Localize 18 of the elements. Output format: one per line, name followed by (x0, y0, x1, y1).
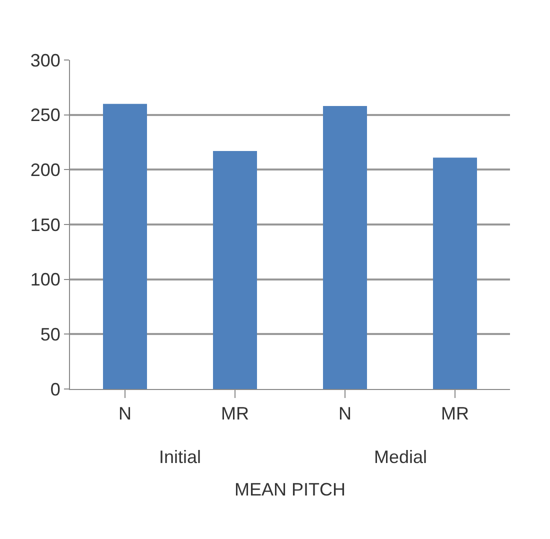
x-tick-label: MR (441, 404, 469, 424)
x-tick-label: N (338, 404, 352, 424)
bar (323, 106, 367, 389)
y-tick-label: 0 (50, 379, 60, 400)
text: Medial (374, 447, 428, 467)
x-tick-label: N (118, 404, 132, 424)
x-axis-title: MEAN PITCH (234, 480, 346, 500)
bar (213, 151, 257, 389)
y-tick-label: 150 (30, 214, 60, 235)
x-tick-label: MR (221, 404, 249, 424)
y-tick-label: 300 (30, 50, 60, 70)
y-tick-label: 200 (30, 160, 60, 180)
y-tick-label: 100 (30, 270, 60, 290)
y-tick-label: 250 (30, 105, 60, 126)
y-tick-label: 50 (40, 324, 60, 344)
text: Initial (159, 447, 202, 467)
bar (433, 158, 477, 389)
bar (103, 104, 147, 389)
